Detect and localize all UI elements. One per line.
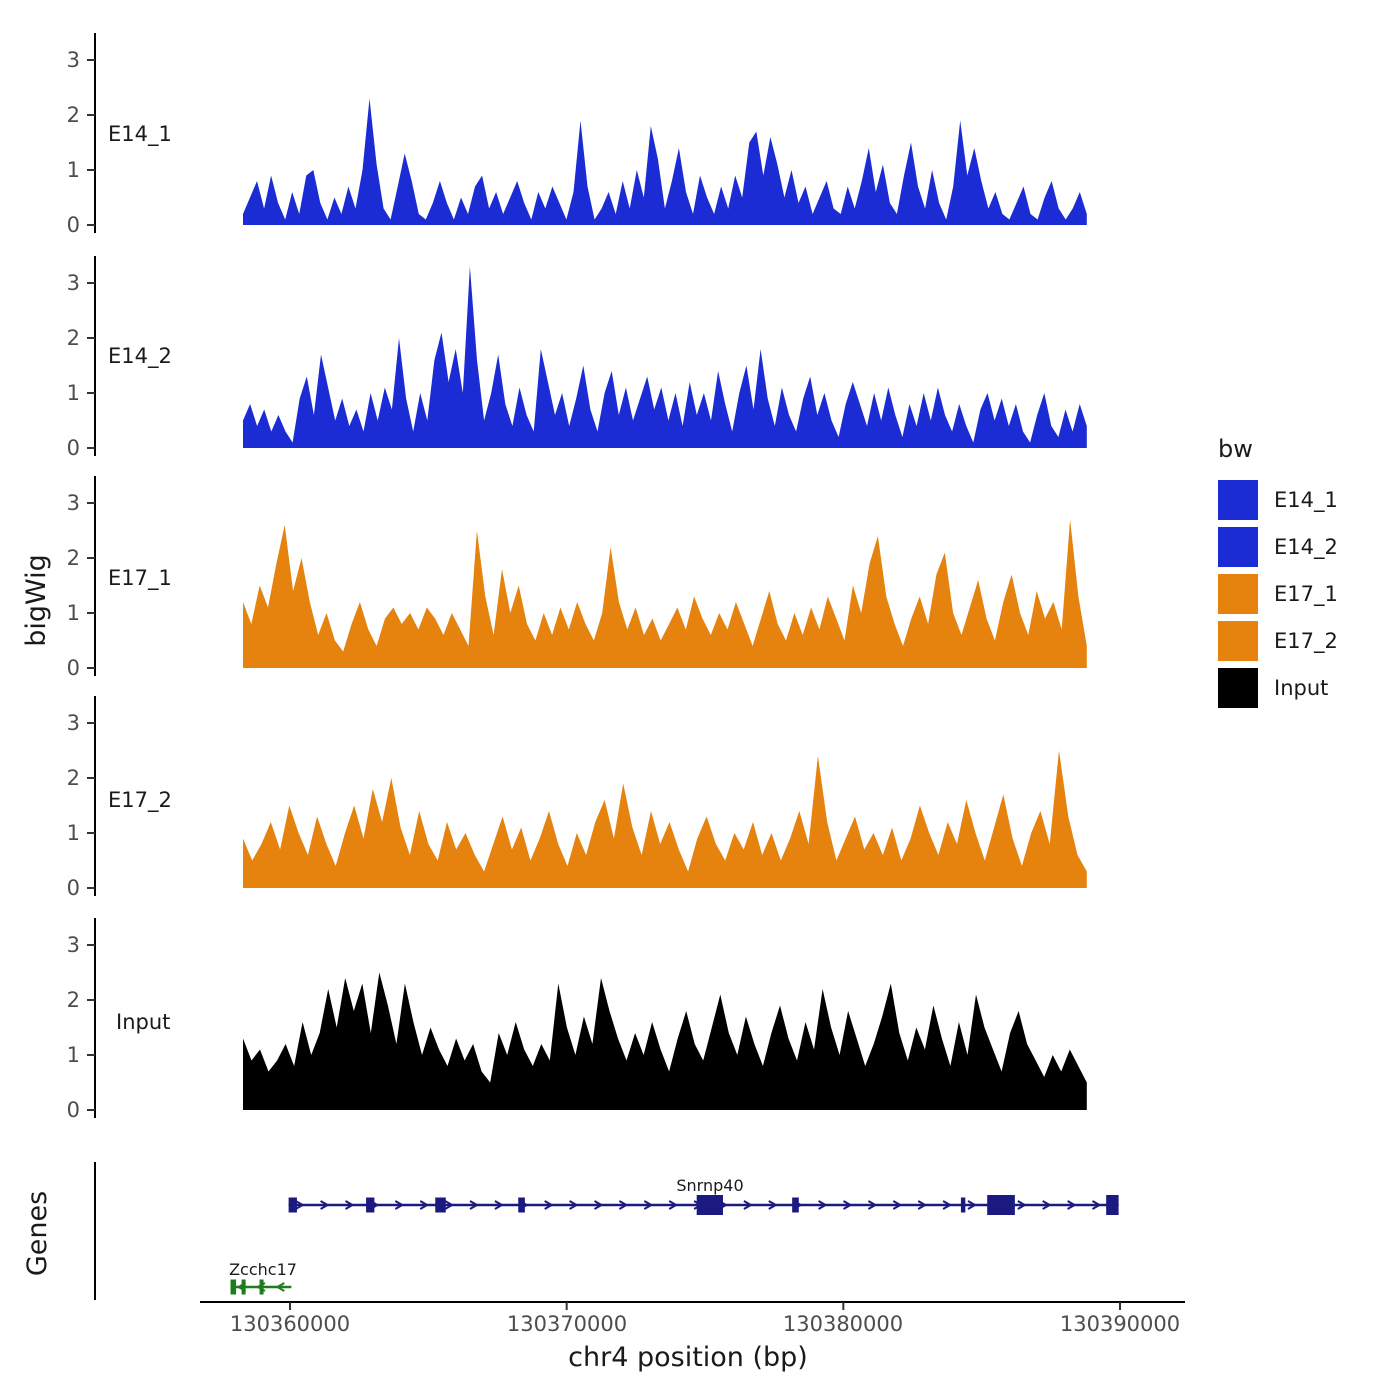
svg-text:3: 3 (67, 271, 80, 295)
svg-text:1: 1 (67, 1043, 80, 1067)
svg-text:2: 2 (67, 326, 80, 350)
svg-text:0: 0 (67, 876, 80, 900)
svg-text:0: 0 (67, 1098, 80, 1122)
track-label-e14-2: E14_2 (108, 344, 172, 368)
legend-swatch-e14-2-icon (1218, 527, 1258, 567)
legend-item-e14-1: E14_1 (1218, 480, 1338, 520)
svg-text:1: 1 (67, 381, 80, 405)
x-tick-130380000: 130380000 (782, 1312, 904, 1336)
svg-text:0: 0 (67, 436, 80, 460)
track-label-input: Input (116, 1010, 171, 1034)
legend-label-e17-1: E17_1 (1274, 582, 1338, 606)
y-axis-title: bigWig (20, 554, 52, 647)
legend-label-input: Input (1274, 676, 1329, 700)
track-label-e17-1: E17_1 (108, 566, 172, 590)
legend-swatch-e14-1-icon (1218, 480, 1258, 520)
legend-item-e14-2: E14_2 (1218, 527, 1338, 567)
legend-item-e17-1: E17_1 (1218, 574, 1338, 614)
gene-label-zcchc17: Zcchc17 (229, 1260, 297, 1279)
svg-text:3: 3 (67, 711, 80, 735)
x-axis-title: chr4 position (bp) (568, 1342, 808, 1373)
svg-text:1: 1 (67, 158, 80, 182)
legend-label-e14-2: E14_2 (1274, 535, 1338, 559)
svg-text:3: 3 (67, 48, 80, 72)
legend-item-e17-2: E17_2 (1218, 621, 1338, 661)
svg-text:1: 1 (67, 601, 80, 625)
legend-swatch-e17-2-icon (1218, 621, 1258, 661)
track-label-e14-1: E14_1 (108, 122, 172, 146)
genes-axis-title: Genes (22, 1190, 54, 1277)
x-tick-130390000: 130390000 (1059, 1312, 1181, 1336)
legend-item-input: Input (1218, 668, 1328, 708)
legend-title: bw (1218, 435, 1253, 463)
svg-text:2: 2 (67, 766, 80, 790)
svg-text:1: 1 (67, 821, 80, 845)
svg-text:2: 2 (67, 988, 80, 1012)
x-tick-130370000: 130370000 (506, 1312, 628, 1336)
svg-text:0: 0 (67, 656, 80, 680)
legend-swatch-e17-1-icon (1218, 574, 1258, 614)
x-tick-130360000: 130360000 (229, 1312, 351, 1336)
svg-text:0: 0 (67, 213, 80, 237)
svg-text:2: 2 (67, 103, 80, 127)
svg-text:2: 2 (67, 546, 80, 570)
track-label-e17-2: E17_2 (108, 788, 172, 812)
legend-label-e14-1: E14_1 (1274, 488, 1338, 512)
gene-label-snrnp40: Snrnp40 (676, 1176, 744, 1195)
legend-label-e17-2: E17_2 (1274, 629, 1338, 653)
svg-text:3: 3 (67, 933, 80, 957)
svg-text:3: 3 (67, 491, 80, 515)
legend-swatch-input-icon (1218, 668, 1258, 708)
